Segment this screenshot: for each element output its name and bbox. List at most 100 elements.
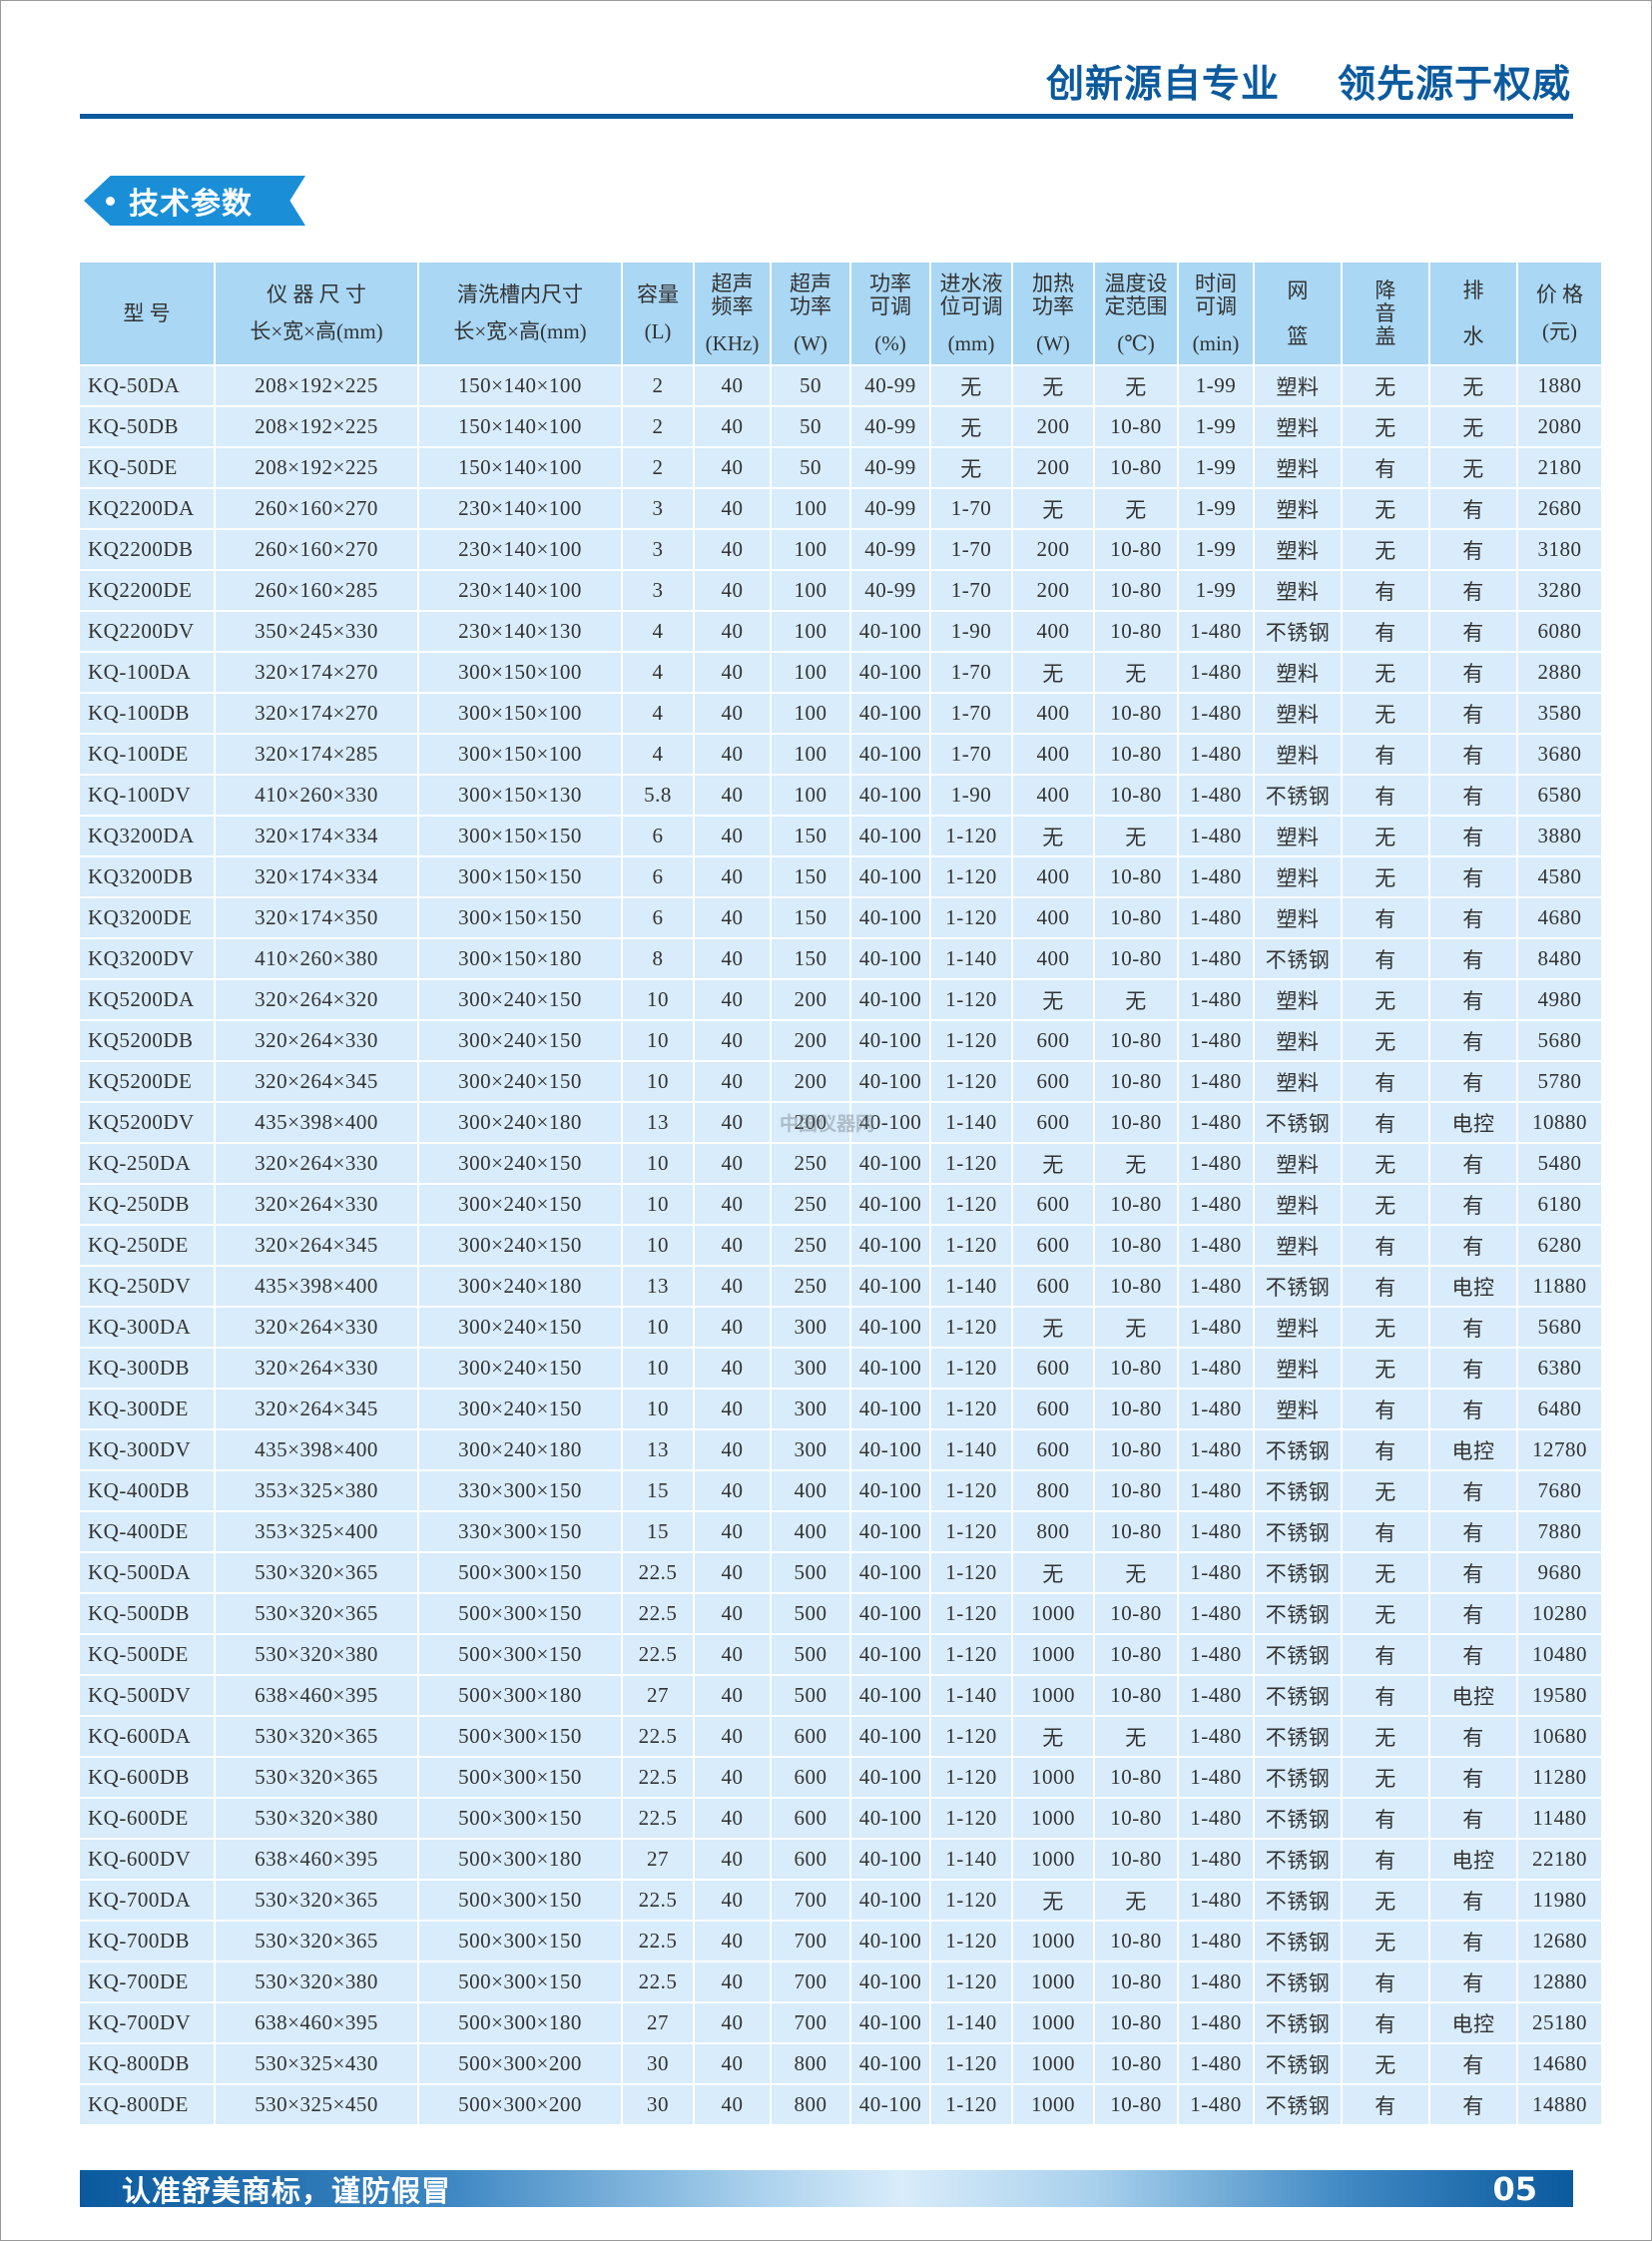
table-cell: 400 [1013,612,1093,651]
table-cell: 不锈钢 [1255,1103,1341,1142]
table-row: KQ-100DE 320×174×285 300×150×100 4 40 100 40-1… [80,735,1601,774]
table-cell: 320×264×320 [216,980,417,1019]
table-cell: 有 [1343,776,1428,815]
table-row: KQ2200DA 260×160×270 230×140×100 3 40 100 40-9… [80,489,1601,528]
table-row: KQ-400DE 353×325×400 330×300×150 15 40 400 40-… [80,1512,1601,1551]
table-cell: 500×300×180 [419,1840,621,1879]
table-cell: 330×300×150 [419,1471,621,1510]
table-cell: 1-480 [1179,653,1253,692]
slogan-right: 领先源于权威 [1337,62,1571,106]
section-title-badge: 技术参数 [84,176,305,226]
table-cell: 40 [695,1226,770,1265]
watermark: 中国仪器网 [780,1113,875,1135]
table-cell: 有 [1343,1840,1428,1879]
table-cell: 1-99 [1179,489,1253,528]
table-cell: 不锈钢 [1255,1594,1341,1633]
table-cell: 40 [695,1635,770,1674]
table-cell: 有 [1343,2085,1428,2124]
model-cell: KQ5200DB [80,1021,214,1060]
table-cell: 不锈钢 [1255,1635,1341,1674]
table-cell: 19580 [1518,1676,1601,1715]
table-cell: 塑料 [1255,1390,1341,1428]
table-cell: 无 [1343,1308,1428,1347]
table-cell: 1-70 [931,735,1011,774]
table-cell: 600 [1013,1390,1093,1428]
model-cell: KQ-500DB [80,1594,214,1633]
table-cell: 22.5 [623,1799,693,1838]
table-cell: 有 [1343,1430,1428,1469]
table-cell: 1-120 [931,817,1011,855]
table-cell: 1-120 [931,1185,1011,1224]
table-cell: 1-480 [1179,1512,1253,1551]
table-cell: 6 [623,857,693,896]
table-cell: 不锈钢 [1255,1922,1341,1961]
table-cell: 1-480 [1179,1758,1253,1797]
table-cell: 22180 [1518,1840,1601,1879]
table-cell: 有 [1430,1758,1516,1797]
table-cell: 40 [695,1267,770,1306]
table-cell: 无 [1095,489,1177,528]
table-cell: 有 [1430,1594,1516,1633]
table-cell: 15 [623,1471,693,1510]
table-cell: 50 [772,448,849,487]
table-cell: 12880 [1518,1962,1601,2001]
table-cell: 638×460×395 [216,2003,417,2042]
table-cell: 22.5 [623,1922,693,1961]
model-cell: KQ-500DV [80,1676,214,1715]
table-row: KQ-600DE 530×320×380 500×300×150 22.5 40 600 4… [80,1799,1601,1838]
table-row: KQ-500DA 530×320×365 500×300×150 22.5 40 500 4… [80,1553,1601,1592]
table-cell: 530×320×380 [216,1635,417,1674]
table-cell: 无 [1095,980,1177,1019]
table-cell: 不锈钢 [1255,2003,1341,2042]
table-cell: 10-80 [1095,1758,1177,1797]
column-header-unit: (W) [1036,330,1070,355]
table-cell: 40 [695,898,770,937]
table-cell: 10680 [1518,1717,1601,1756]
model-cell: KQ-700DB [80,1922,214,1961]
table-cell: 有 [1343,1962,1428,2001]
table-cell: 250 [772,1226,849,1265]
table-cell: 22.5 [623,1717,693,1756]
column-header: 降 音 盖 [1343,263,1428,364]
table-cell: 有 [1430,1062,1516,1101]
footer-bar: 认准舒美商标，谨防假冒 05 [80,2170,1573,2208]
table-cell: 1-70 [931,653,1011,692]
table-cell: 40 [695,448,770,487]
table-cell: 有 [1430,2044,1516,2083]
table-cell: 230×140×100 [419,489,621,528]
table-cell: 10-80 [1095,1799,1177,1838]
table-cell: 10 [623,1144,693,1183]
model-cell: KQ-800DE [80,2085,214,2124]
table-cell: 2 [623,366,693,405]
table-cell: 800 [772,2044,849,2083]
table-cell: 600 [772,1799,849,1838]
table-cell: 700 [772,1962,849,2001]
table-cell: 230×140×100 [419,571,621,610]
table-cell: 10-80 [1095,1635,1177,1674]
table-cell: 40-100 [851,980,929,1019]
table-cell: 40 [695,1144,770,1183]
table-cell: 1000 [1013,1758,1093,1797]
table-cell: 不锈钢 [1255,1799,1341,1838]
table-cell: 200 [1013,407,1093,446]
table-row: KQ3200DB 320×174×334 300×150×150 6 40 150 40-1… [80,857,1601,896]
column-header-label: 时间 可调 [1195,271,1237,318]
table-cell: 260×160×285 [216,571,417,610]
table-cell: 22.5 [623,1635,693,1674]
table-cell: 1-120 [931,980,1011,1019]
table-row: KQ-250DV 435×398×400 300×240×180 13 40 250 40-… [80,1267,1601,1306]
table-cell: 塑料 [1255,1185,1341,1224]
table-cell: 500×300×150 [419,1922,621,1961]
table-cell: 400 [1013,939,1093,978]
table-cell: 40-100 [851,1512,929,1551]
table-cell: 6 [623,898,693,937]
table-cell: 有 [1343,939,1428,978]
column-header: 功率 可调 (%) [851,263,929,364]
column-header-unit: (W) [794,330,827,355]
table-cell: 有 [1430,1144,1516,1183]
table-cell: 10-80 [1095,2085,1177,2124]
table-cell: 22.5 [623,1758,693,1797]
table-cell: 320×174×350 [216,898,417,937]
table-cell: 1-120 [931,1553,1011,1592]
table-cell: 1-480 [1179,1594,1253,1633]
